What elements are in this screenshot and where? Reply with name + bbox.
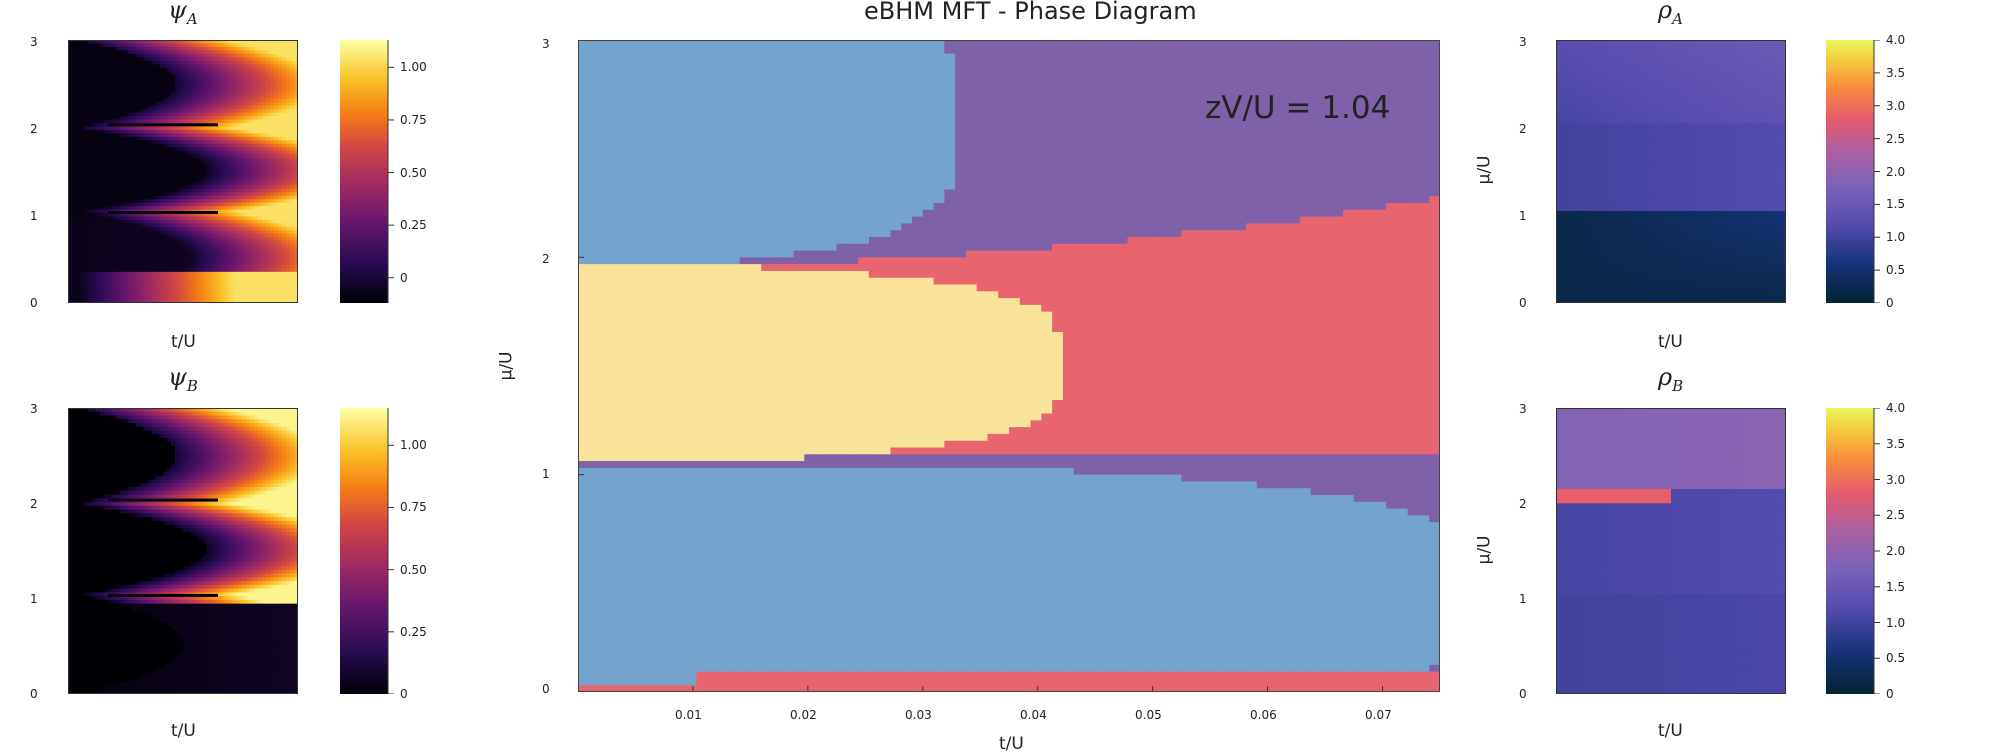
colorbar-tick-label: 0.50: [400, 166, 427, 180]
psi-a-ytick: 1: [30, 209, 38, 223]
psi-a-ytick: 3: [30, 35, 38, 49]
colorbar-tick-label: 0.75: [400, 113, 427, 127]
psi-a-frame: [68, 40, 298, 303]
psi-a-ytick: 0: [30, 296, 38, 310]
psi-a-title: ψA: [168, 0, 198, 28]
colorbar-tick-label: 1.00: [400, 60, 427, 74]
colorbar-tick-label: 0.25: [400, 218, 427, 232]
psi-a-colorbar: [340, 40, 400, 303]
psi-a-xlabel: t/U: [171, 332, 196, 352]
colorbar-tick-label: 0: [400, 271, 408, 285]
psi-b-title: ψB: [168, 363, 198, 395]
colorbar-gradient: [340, 40, 388, 303]
psi-a-ytick: 2: [30, 122, 38, 136]
